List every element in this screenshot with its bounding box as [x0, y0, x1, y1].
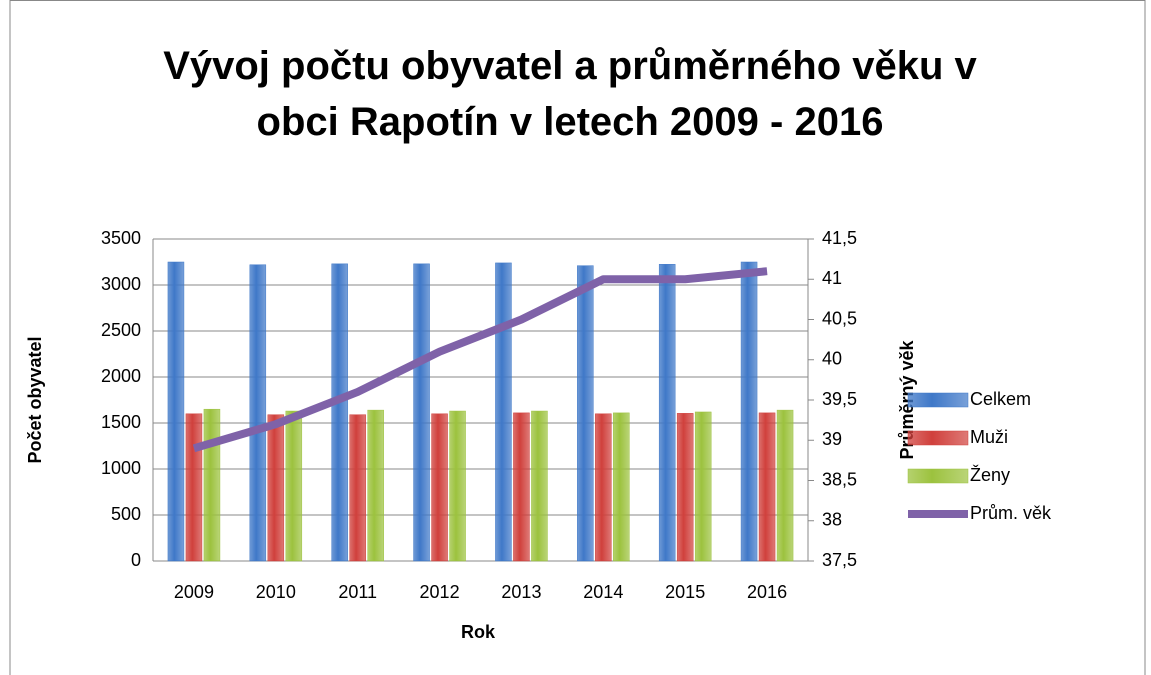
bar — [676, 413, 694, 562]
y2-tick-label: 41 — [822, 268, 842, 288]
chart-frame — [9, 0, 1146, 675]
y-tick-label: 2500 — [101, 320, 141, 340]
bar — [758, 412, 776, 562]
x-tick-label: 2010 — [256, 582, 296, 602]
line-series — [192, 267, 768, 453]
bar — [431, 413, 448, 562]
legend-label: Prům. věk — [970, 503, 1052, 523]
legend-swatch — [907, 392, 969, 408]
bar — [449, 410, 466, 562]
bar — [740, 261, 758, 562]
legend-label: Celkem — [970, 389, 1031, 409]
x-tick-label: 2015 — [665, 582, 705, 602]
y2-tick-label: 40,5 — [822, 308, 857, 328]
y2-tick-label: 39,5 — [822, 389, 857, 409]
x-tick-label: 2016 — [747, 582, 787, 602]
y2-tick-label: 40 — [822, 349, 842, 369]
x-tick-label: 2012 — [420, 582, 460, 602]
y-tick-label: 1000 — [101, 458, 141, 478]
x-tick-label: 2013 — [501, 582, 541, 602]
x-tick-label: 2014 — [583, 582, 623, 602]
y-tick-label: 0 — [131, 550, 141, 570]
legend-swatch — [907, 430, 969, 446]
y-tick-label: 1500 — [101, 412, 141, 432]
bar — [513, 412, 530, 562]
bar — [595, 413, 612, 562]
y2-tick-label: 37,5 — [822, 550, 857, 570]
legend-swatch — [907, 468, 969, 484]
legend-label: Ženy — [970, 465, 1010, 485]
x-axis-label: Rok — [461, 622, 496, 642]
bar — [167, 261, 185, 562]
bar — [577, 265, 594, 562]
bar — [249, 264, 267, 562]
bar — [331, 263, 348, 562]
y2-tick-label: 39 — [822, 429, 842, 449]
bar — [531, 410, 548, 562]
bar — [203, 408, 221, 562]
y-tick-label: 3000 — [101, 274, 141, 294]
bar — [495, 262, 512, 562]
y2-axis-label: Průměrný věk — [897, 339, 917, 459]
legend-label: Muži — [970, 427, 1008, 447]
y-axis-label: Počet obyvatel — [25, 336, 45, 463]
y-tick-label: 2000 — [101, 366, 141, 386]
bar — [285, 410, 303, 562]
bar — [367, 409, 384, 562]
bar — [694, 411, 712, 562]
y2-tick-label: 41,5 — [822, 228, 857, 248]
y2-tick-label: 38,5 — [822, 469, 857, 489]
chart-title: Vývoj počtu obyvatel a průměrného věku v… — [163, 44, 977, 144]
bar — [267, 414, 285, 562]
bar — [349, 414, 366, 562]
bar — [613, 412, 630, 562]
x-tick-label: 2011 — [338, 582, 377, 602]
y-tick-label: 3500 — [101, 228, 141, 248]
y-tick-label: 500 — [111, 504, 141, 524]
bar — [185, 413, 203, 562]
bar — [658, 264, 676, 562]
bar — [413, 263, 430, 562]
x-tick-label: 2009 — [174, 582, 214, 602]
bar — [776, 409, 794, 562]
y2-tick-label: 38 — [822, 510, 842, 530]
